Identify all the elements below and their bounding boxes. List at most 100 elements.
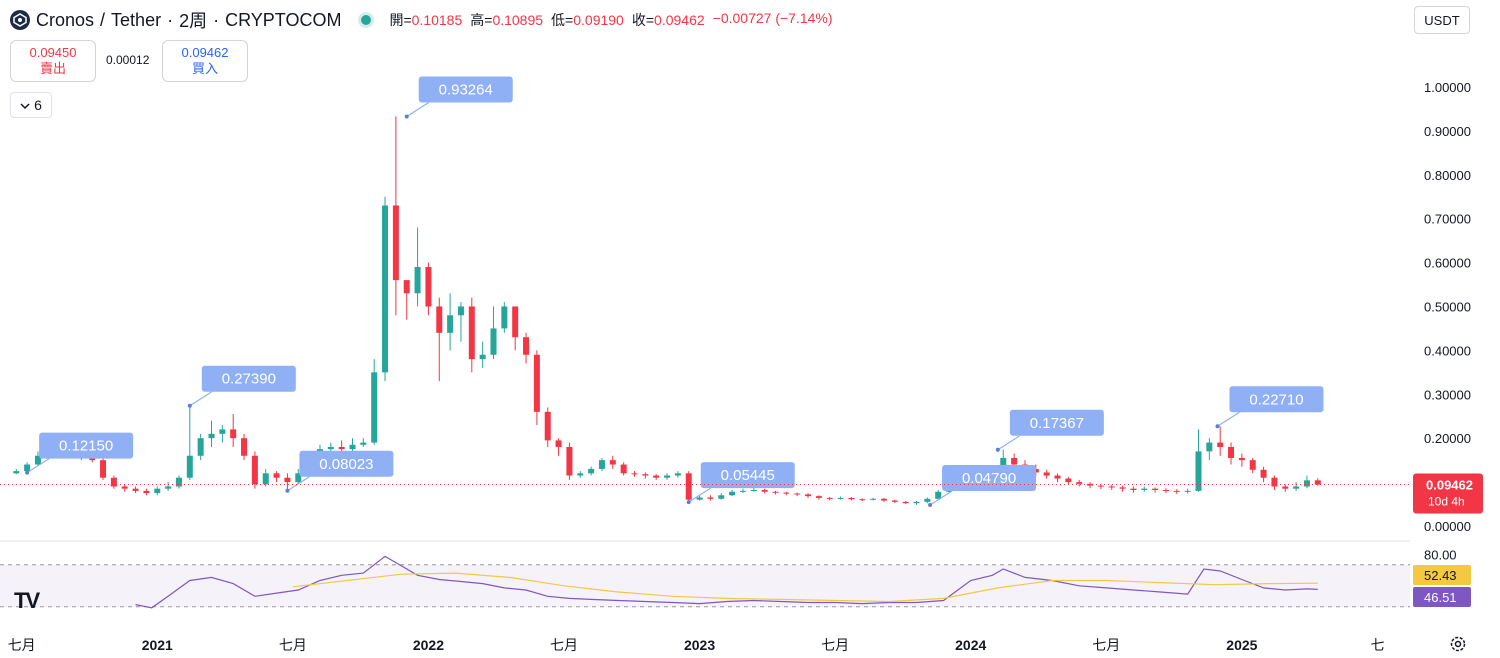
candle-down: [609, 455, 616, 469]
callout-label: 0.93264: [439, 82, 493, 99]
candle-down: [1119, 485, 1126, 492]
chart-header: Cronos / Tether · 2周 · CRYPTOCOM 開=0.101…: [10, 8, 833, 32]
chevron-down-icon: [20, 97, 30, 113]
open-value: 0.10185: [411, 12, 463, 28]
callout-anchor: [928, 502, 933, 507]
candle-body: [1011, 457, 1018, 465]
sell-price: 0.09450: [29, 45, 77, 60]
candle-up: [154, 486, 161, 496]
candle-down: [826, 497, 833, 501]
candle-body: [273, 473, 280, 478]
candle-down: [1238, 453, 1245, 467]
candle-body: [620, 464, 627, 474]
candle-down: [100, 457, 107, 480]
candle-body: [251, 455, 258, 485]
candle-body: [436, 306, 443, 333]
candle-body: [425, 266, 432, 307]
tradingview-logo[interactable]: TV: [14, 588, 40, 613]
candle-down: [1108, 484, 1115, 490]
x-tick-label: 2022: [413, 637, 444, 653]
open-label: 開=: [389, 12, 412, 28]
candle-body: [794, 493, 801, 495]
candle-body: [870, 498, 877, 500]
x-tick-label: 七月: [821, 637, 849, 653]
callout-anchor: [404, 114, 409, 119]
candle-down: [1249, 457, 1256, 474]
candle-body: [100, 460, 107, 478]
candle-up: [588, 466, 595, 476]
quote-name[interactable]: Tether: [111, 9, 162, 30]
candle-body: [479, 354, 486, 360]
candle-up: [186, 405, 193, 480]
candle-body: [1303, 480, 1310, 487]
candle-up: [924, 497, 931, 504]
candle-body: [13, 471, 20, 474]
candle-body: [219, 429, 226, 434]
candle-body: [1054, 475, 1061, 479]
candle-down: [685, 471, 692, 503]
candle-down: [891, 499, 898, 504]
callout-label: 0.04790: [962, 470, 1016, 487]
candle-body: [1130, 488, 1137, 490]
market-status-icon[interactable]: [361, 15, 372, 25]
candle-up: [479, 341, 486, 368]
price-callout[interactable]: 0.08023: [285, 450, 394, 493]
candle-body: [815, 496, 822, 498]
candle-up: [739, 488, 746, 494]
price-callout[interactable]: 0.04790: [928, 464, 1037, 507]
ohlc-values: 開=0.10185 高=0.10895 低=0.09190 收=0.09462 …: [389, 10, 832, 30]
candle-body: [588, 468, 595, 474]
candle-down: [544, 407, 551, 447]
last-price-label: 0.09462: [1426, 477, 1473, 492]
price-callout[interactable]: 0.17367: [995, 409, 1104, 452]
candle-up: [750, 487, 757, 492]
callout-pointer: [688, 487, 712, 503]
candle-body: [34, 455, 41, 465]
candle-up: [1303, 475, 1310, 489]
candle-up: [729, 489, 736, 497]
exchange[interactable]: CRYPTOCOM: [225, 9, 342, 30]
candle-down: [880, 497, 887, 502]
change-value: −0.00727 (−7.14%): [712, 10, 833, 26]
candle-down: [815, 495, 822, 500]
price-callout[interactable]: 0.93264: [404, 76, 513, 119]
callout-box: [700, 462, 795, 489]
callout-box: [1009, 409, 1104, 436]
buy-button[interactable]: 0.09462 買入: [162, 40, 248, 82]
candle-body: [1162, 489, 1169, 491]
candle-down: [241, 433, 248, 461]
callout-anchor: [25, 470, 30, 475]
price-callout[interactable]: 0.27390: [187, 365, 296, 408]
spread-value: 0.00012: [106, 53, 150, 67]
candle-body: [197, 438, 204, 456]
candle-up: [349, 438, 356, 452]
y-tick-label: 0.40000: [1424, 343, 1471, 358]
candle-body: [403, 280, 410, 294]
currency-selector[interactable]: USDT: [1414, 6, 1470, 34]
candle-body: [1217, 442, 1224, 447]
candle-body: [262, 473, 269, 485]
interval[interactable]: 2周: [179, 11, 208, 31]
low-label: 低=: [551, 12, 574, 28]
price-callout[interactable]: 0.12150: [25, 432, 134, 475]
candle-body: [653, 475, 660, 478]
candle-body: [880, 498, 887, 501]
callout-anchor: [285, 488, 290, 493]
candle-up: [262, 468, 269, 487]
candle-body: [1119, 487, 1126, 489]
symbol-name[interactable]: Cronos: [36, 9, 95, 30]
high-value: 0.10895: [492, 12, 544, 28]
price-callout[interactable]: 0.05445: [686, 462, 795, 505]
price-callout[interactable]: 0.22710: [1215, 386, 1324, 429]
callout-box: [1229, 386, 1324, 413]
candle-down: [1043, 469, 1050, 479]
candle-up: [13, 468, 20, 475]
indicators-toggle-button[interactable]: 6: [10, 92, 52, 118]
gear-icon[interactable]: [1448, 634, 1468, 654]
candle-down: [653, 474, 660, 480]
candle-down: [794, 492, 801, 497]
candle-body: [1087, 483, 1094, 486]
sell-button[interactable]: 0.09450 賣出: [10, 40, 96, 82]
candle-body: [718, 495, 725, 499]
